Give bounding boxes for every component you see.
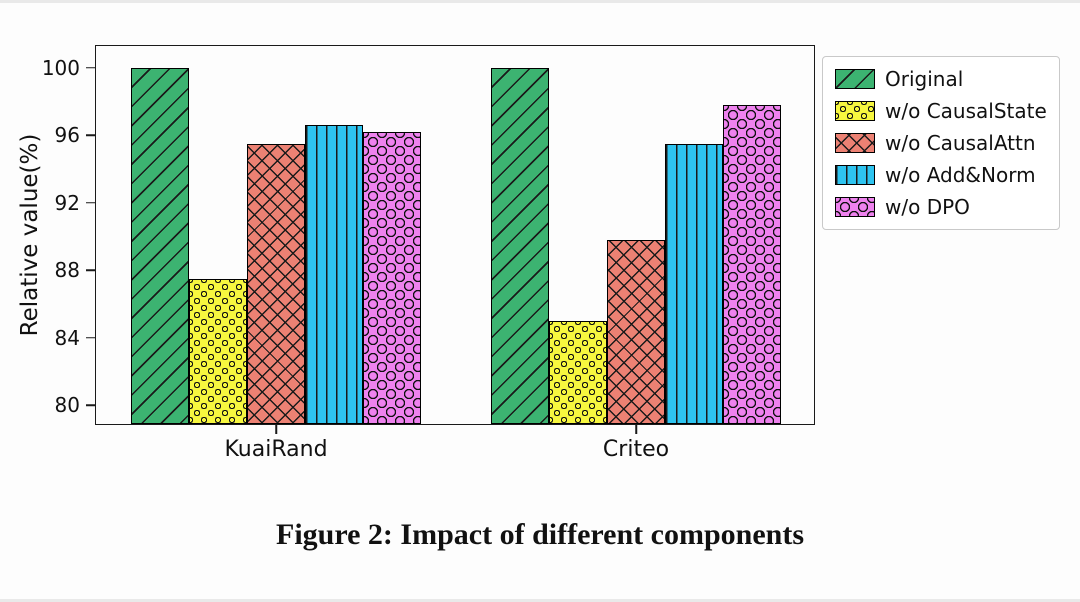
legend-swatch-original	[835, 69, 875, 89]
bar-kuairand-w-o-dpo	[363, 132, 421, 424]
legend-swatch-w-o-add-norm	[835, 165, 875, 185]
legend-swatch-w-o-causalattn	[835, 133, 875, 153]
bar-criteo-w-o-dpo	[723, 105, 781, 424]
y-tick-label: 88	[54, 258, 80, 283]
legend-item-w-o-dpo: w/o DPO	[835, 196, 1047, 218]
y-tick-mark	[86, 269, 95, 272]
y-tick-label: 80	[54, 393, 80, 418]
legend-label-original: Original	[885, 67, 964, 91]
bar-criteo-w-o-causalattn	[607, 240, 665, 424]
x-tick-label-kuairand: KuaiRand	[224, 437, 328, 462]
bar-kuairand-original	[131, 67, 189, 424]
bar-kuairand-w-o-causalstate	[189, 278, 247, 424]
legend: Original w/o CausalState w/o CausalAttn w/o…	[822, 56, 1060, 230]
y-tick-mark	[86, 337, 95, 339]
y-tick-mark	[86, 202, 95, 204]
bottom-edge-strip	[0, 599, 1080, 602]
y-tick-mark	[86, 67, 95, 69]
bar-criteo-w-o-causalstate	[549, 321, 607, 424]
x-tick-mark	[635, 425, 637, 434]
legend-swatch-w-o-causalstate	[835, 101, 875, 121]
legend-item-w-o-causalattn: w/o CausalAttn	[835, 132, 1047, 154]
top-edge-strip	[0, 0, 1080, 3]
y-axis-label: Relative value(%)	[17, 133, 43, 337]
legend-item-original: Original	[835, 68, 1047, 90]
legend-label-w-o-causalattn: w/o CausalAttn	[885, 131, 1036, 155]
legend-swatch-w-o-dpo	[835, 197, 875, 217]
x-tick-mark	[275, 425, 277, 434]
y-tick-label: 96	[54, 123, 80, 148]
legend-item-w-o-causalstate: w/o CausalState	[835, 100, 1047, 122]
y-tick-label: 100	[41, 55, 80, 80]
y-tick-mark	[86, 134, 95, 137]
legend-label-w-o-causalstate: w/o CausalState	[885, 99, 1047, 123]
legend-item-w-o-add-norm: w/o Add&Norm	[835, 164, 1047, 186]
bar-criteo-original	[491, 67, 549, 424]
x-tick-label-criteo: Criteo	[602, 437, 670, 462]
legend-label-w-o-dpo: w/o DPO	[885, 195, 970, 219]
figure-caption: Figure 2: Impact of different components	[276, 518, 804, 551]
plot-area: 80 84 88 92 96 100 KuaiRand Criteo	[42, 45, 815, 462]
bar-kuairand-w-o-add-norm	[305, 125, 363, 424]
bar-criteo-w-o-add-norm	[665, 143, 723, 424]
legend-label-w-o-add-norm: w/o Add&Norm	[885, 163, 1036, 187]
y-tick-label: 84	[54, 325, 80, 350]
bar-kuairand-w-o-causalattn	[247, 143, 305, 424]
y-tick-mark	[86, 404, 95, 407]
y-tick-label: 92	[54, 190, 80, 215]
